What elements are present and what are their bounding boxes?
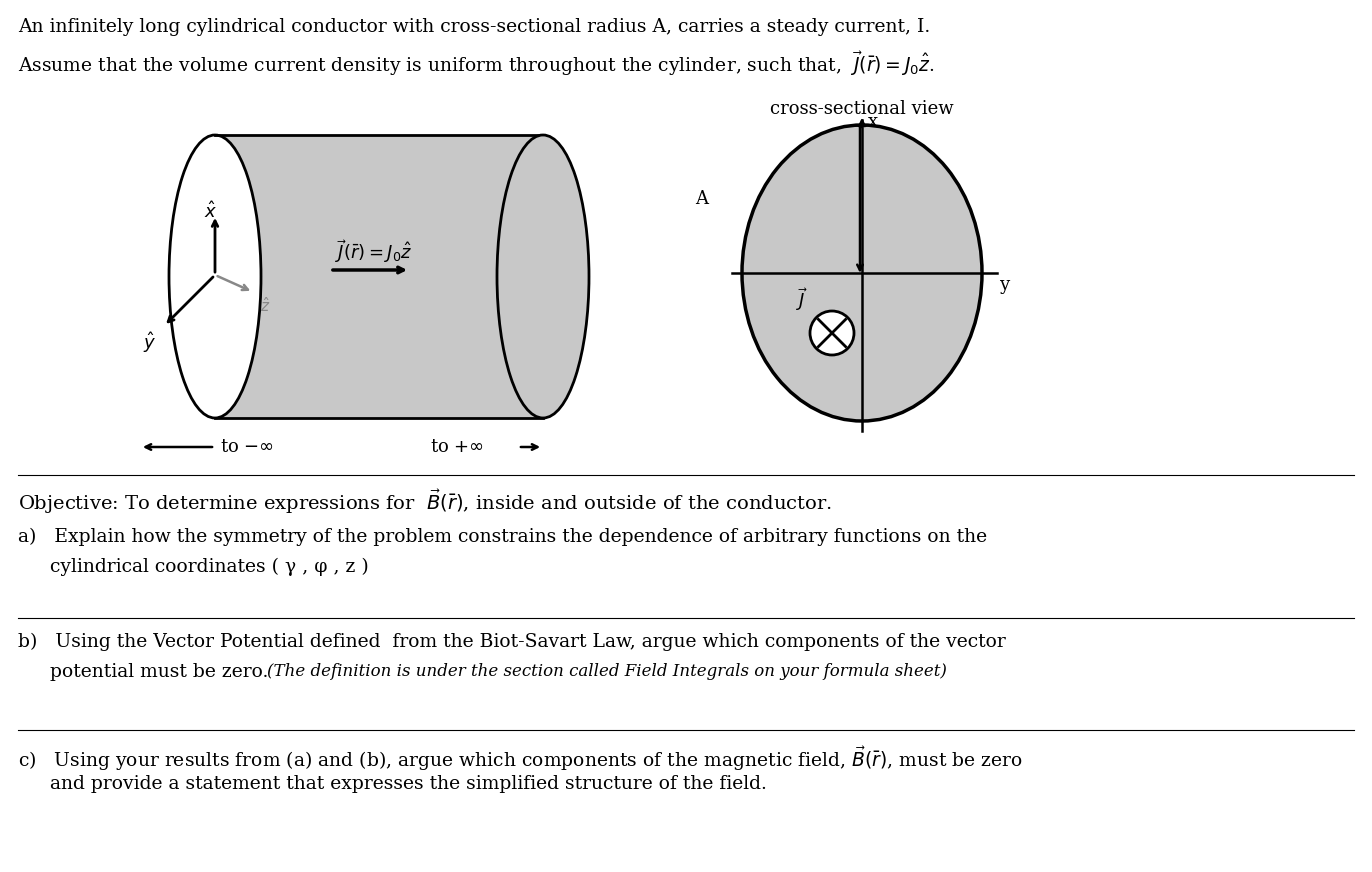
Ellipse shape [169,135,261,418]
Text: to $+\infty$: to $+\infty$ [429,438,484,456]
Text: $\vec{J}(\bar{r}) = J_0\hat{z}$: $\vec{J}(\bar{r}) = J_0\hat{z}$ [335,238,413,265]
Text: An infinitely long cylindrical conductor with cross-sectional radius A, carries : An infinitely long cylindrical conductor… [18,18,930,36]
Text: $\vec{J}$: $\vec{J}$ [796,286,808,313]
Ellipse shape [497,135,589,418]
Bar [215,135,543,418]
Text: $\hat{x}$: $\hat{x}$ [204,201,218,221]
Text: $\hat{z}$: $\hat{z}$ [259,296,270,315]
Text: cylindrical coordinates ( γ , φ , z ): cylindrical coordinates ( γ , φ , z ) [49,558,369,576]
Text: and provide a statement that expresses the simplified structure of the field.: and provide a statement that expresses t… [49,775,767,793]
Ellipse shape [742,125,982,421]
Text: to $-\infty$: to $-\infty$ [220,438,274,456]
Text: Assume that the volume current density is uniform throughout the cylinder, such : Assume that the volume current density i… [18,50,934,78]
Circle shape [809,311,853,355]
Text: y: y [999,276,1010,294]
Text: cross-sectional view: cross-sectional view [770,100,954,118]
Text: (The definition is under the section called Field Integrals on your formula shee: (The definition is under the section cal… [268,663,947,680]
Text: c)   Using your results from (a) and (b), argue which components of the magnetic: c) Using your results from (a) and (b), … [18,745,1022,773]
Text: $\hat{y}$: $\hat{y}$ [143,330,156,355]
Text: b)   Using the Vector Potential defined  from the Biot-Savart Law, argue which c: b) Using the Vector Potential defined fr… [18,633,1006,651]
Text: a)   Explain how the symmetry of the problem constrains the dependence of arbitr: a) Explain how the symmetry of the probl… [18,528,986,546]
Text: A: A [696,190,708,208]
Text: x: x [868,113,878,131]
Text: potential must be zero.: potential must be zero. [49,663,274,681]
Text: Objective: To determine expressions for  $\vec{B}(\bar{r})$, inside and outside : Objective: To determine expressions for … [18,488,831,516]
